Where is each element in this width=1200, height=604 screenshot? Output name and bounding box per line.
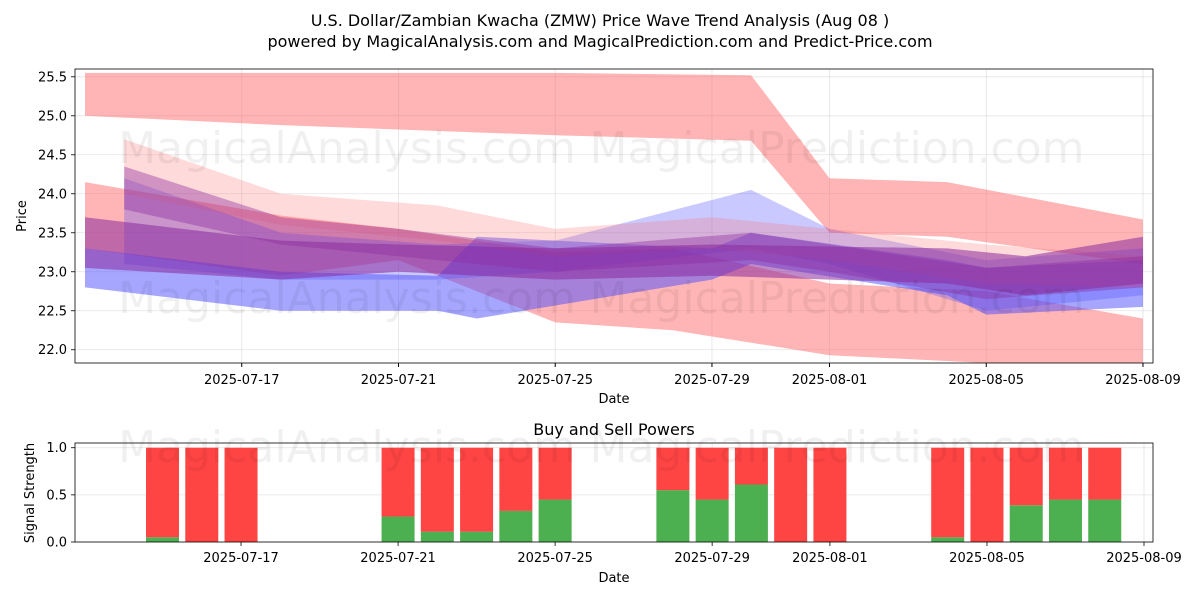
signal-y-tick-label: 0.0	[46, 536, 67, 551]
signal-y-axis-label: Signal Strength	[23, 443, 38, 543]
sell-bar	[224, 447, 258, 542]
price-y-tick-label: 23.5	[38, 226, 67, 241]
buy-bar	[931, 537, 965, 542]
sell-bar	[381, 447, 415, 517]
sell-bar	[1088, 447, 1122, 500]
sell-bar	[499, 447, 533, 511]
buy-bar	[1088, 499, 1122, 542]
signal-chart-frame	[74, 442, 1154, 543]
watermark-left-top: MagicalAnalysis.com	[118, 123, 576, 174]
buy-bar	[420, 531, 454, 542]
price-band-purple-5	[85, 217, 1143, 296]
price-wave-bands	[85, 72, 1143, 363]
buy-bar	[460, 531, 494, 542]
price-y-tick-label: 22.5	[38, 304, 67, 319]
signal-y-ticks: 0.0 0.5 1.0	[46, 441, 75, 551]
price-x-tick-label: 2025-08-01	[792, 373, 868, 388]
chart-title-line1: U.S. Dollar/Zambian Kwacha (ZMW) Price W…	[311, 11, 890, 30]
signal-x-axis-label: Date	[598, 571, 629, 586]
watermark-right-mid: MagicalPrediction.com	[590, 273, 1085, 324]
price-y-tick-label: 24.0	[38, 187, 67, 202]
price-x-tick-label: 2025-07-21	[361, 373, 437, 388]
signal-x-tick-label: 2025-07-29	[674, 551, 750, 566]
buy-bar	[1048, 499, 1082, 542]
sell-bar	[695, 447, 729, 500]
price-x-tick-label: 2025-07-29	[674, 373, 750, 388]
price-band-purple-6	[124, 166, 1143, 300]
sell-bar	[460, 447, 494, 532]
signal-x-tick-label: 2025-07-17	[203, 551, 279, 566]
price-chart-frame	[74, 68, 1154, 364]
chart-title-line2: powered by MagicalAnalysis.com and Magic…	[267, 32, 932, 51]
price-y-tick-label: 25.0	[38, 109, 67, 124]
buy-bar	[1009, 505, 1043, 542]
price-y-tick-label: 24.5	[38, 148, 67, 163]
signal-x-tick-label: 2025-08-09	[1106, 551, 1182, 566]
price-x-ticks: 2025-07-17 2025-07-21 2025-07-25 2025-07-29…	[204, 363, 1181, 388]
price-y-axis-label: Price	[15, 200, 30, 232]
price-y-ticks: 22.0 22.5 23.0 23.5 24.0 24.5 25.0 25.5	[38, 70, 75, 358]
sell-bar	[1048, 447, 1082, 500]
buy-bar	[499, 510, 533, 542]
signal-y-tick-label: 0.5	[46, 488, 67, 503]
sell-bar	[538, 447, 572, 500]
sell-bar	[185, 447, 219, 542]
price-y-tick-label: 22.0	[38, 343, 67, 358]
price-x-tick-label: 2025-08-09	[1105, 373, 1181, 388]
signal-x-tick-label: 2025-07-25	[517, 551, 593, 566]
sell-bar	[931, 447, 965, 538]
signal-x-tick-label: 2025-07-21	[360, 551, 436, 566]
buy-bar	[656, 490, 690, 542]
buy-bar	[734, 484, 768, 542]
sell-bar	[774, 447, 808, 542]
sell-bar	[813, 447, 847, 542]
price-x-tick-label: 2025-08-05	[948, 373, 1024, 388]
buy-bar	[146, 537, 180, 542]
price-x-tick-label: 2025-07-25	[517, 373, 593, 388]
price-x-tick-label: 2025-07-17	[204, 373, 280, 388]
price-y-tick-label: 25.5	[38, 70, 67, 85]
sell-bar	[734, 447, 768, 485]
signal-x-ticks: 2025-07-17 2025-07-21 2025-07-25 2025-07-29…	[203, 542, 1182, 566]
sell-bar	[970, 447, 1004, 542]
buy-bar	[538, 499, 572, 542]
signal-y-tick-label: 1.0	[46, 441, 67, 456]
watermark-left-bottom: MagicalAnalysis.com	[118, 422, 576, 473]
price-y-tick-label: 23.0	[38, 265, 67, 280]
signal-chart-title: Buy and Sell Powers	[533, 420, 695, 439]
signal-bars	[146, 447, 1122, 542]
signal-x-tick-label: 2025-08-01	[792, 551, 868, 566]
signal-x-tick-label: 2025-08-05	[949, 551, 1025, 566]
signal-chart: Buy and Sell Powers MagicalAnalysis.com …	[23, 420, 1182, 586]
sell-bar	[1009, 447, 1043, 506]
sell-bar	[656, 447, 690, 491]
price-chart: MagicalAnalysis.com MagicalPrediction.co…	[15, 68, 1181, 407]
buy-bar	[695, 499, 729, 542]
watermark-right-bottom: MagicalPrediction.com	[590, 422, 1085, 473]
watermark-left-mid: MagicalAnalysis.com	[118, 273, 576, 324]
price-x-axis-label: Date	[598, 392, 629, 407]
watermark-right-top: MagicalPrediction.com	[590, 123, 1085, 174]
buy-bar	[381, 516, 415, 542]
sell-bar	[420, 447, 454, 532]
price-band-red-0	[85, 72, 1143, 265]
sell-bar	[146, 447, 180, 538]
